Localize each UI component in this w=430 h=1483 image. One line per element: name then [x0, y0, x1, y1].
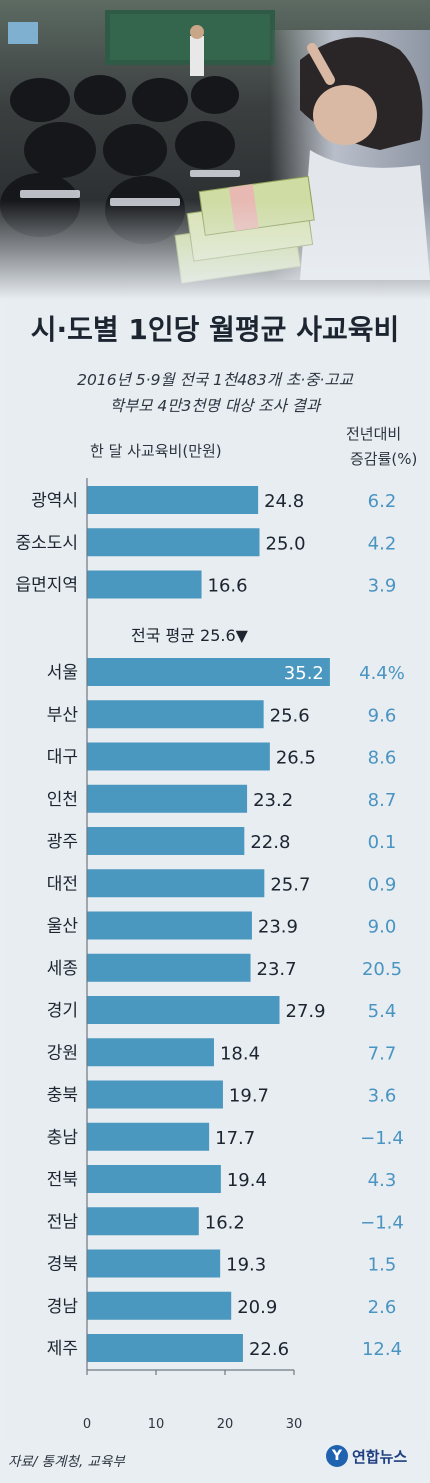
category-label: 충북	[47, 1086, 78, 1106]
national-average-label: 전국 평균 25.6▼	[131, 626, 248, 645]
data-label: 25.6	[270, 705, 310, 726]
change-rate-label: 1.5	[368, 1255, 397, 1276]
data-label: 20.9	[237, 1297, 277, 1318]
chart-title: 시·도별 1인당 월평균 사교육비	[30, 313, 400, 346]
bar	[87, 742, 270, 771]
data-label: 22.8	[250, 832, 290, 853]
bar	[87, 1334, 243, 1362]
bar	[87, 1080, 223, 1109]
change-rate-label: 8.7	[368, 790, 397, 811]
change-column-header-line-1: 전년대비	[346, 425, 402, 443]
change-rate-label: 6.2	[368, 491, 397, 512]
value-column-header: 한 달 사교육비(만원)	[90, 442, 222, 460]
data-label: 19.4	[227, 1170, 267, 1191]
x-tick-label: 10	[148, 1417, 165, 1432]
category-label: 충남	[47, 1128, 79, 1148]
change-rate-label: 4.2	[368, 533, 397, 554]
yonhap-logo-text: 연합뉴스	[352, 1447, 408, 1466]
header-photo	[0, 0, 430, 300]
x-tick-label: 0	[83, 1417, 91, 1432]
data-label: 24.8	[264, 491, 304, 512]
change-rate-label: 12.4	[362, 1339, 402, 1360]
category-label: 대구	[47, 748, 78, 768]
change-rate-label: −1.4	[360, 1128, 404, 1149]
data-label: 16.2	[205, 1212, 245, 1233]
data-label: 19.7	[229, 1086, 269, 1107]
change-rate-label: 5.4	[368, 1001, 397, 1022]
category-label: 경남	[47, 1297, 79, 1317]
bar	[87, 1165, 221, 1193]
data-label: 17.7	[215, 1128, 255, 1149]
data-label: 22.6	[249, 1339, 289, 1360]
category-label: 강원	[47, 1043, 78, 1063]
category-label: 경북	[47, 1255, 78, 1275]
bar	[87, 1249, 221, 1278]
bar	[87, 911, 252, 940]
change-rate-label: 9.0	[368, 917, 397, 938]
change-rate-label: 0.9	[368, 874, 397, 895]
change-rate-label: 4.4%	[359, 663, 405, 684]
data-label: 26.5	[276, 748, 316, 769]
category-label: 전북	[47, 1170, 78, 1190]
chart-subtitle-line-1: 2016년 5·9월 전국 1천483개 초·중·고교	[77, 371, 353, 389]
category-label: 광주	[47, 832, 78, 852]
bar	[87, 570, 202, 599]
data-label: 25.0	[266, 533, 306, 554]
category-label: 울산	[47, 917, 79, 937]
change-rate-label: 9.6	[368, 705, 397, 726]
data-label: 23.9	[258, 917, 298, 938]
change-rate-label: 2.6	[368, 1297, 397, 1318]
yonhap-logo: Y 연합뉴스	[326, 1443, 407, 1469]
change-rate-label: 3.9	[368, 576, 397, 597]
change-rate-label: 4.3	[368, 1170, 397, 1191]
bar	[87, 700, 264, 729]
bar	[87, 1207, 199, 1236]
bar	[87, 528, 260, 557]
category-label: 광역시	[31, 491, 78, 511]
source-note: 자료/ 통계청, 교육부	[8, 1454, 125, 1470]
bar	[87, 996, 280, 1024]
yonhap-logo-icon: Y	[326, 1445, 348, 1467]
category-label: 서울	[47, 663, 78, 683]
bar	[87, 869, 265, 898]
data-label: 25.7	[270, 874, 310, 895]
bar	[87, 827, 245, 855]
data-label: 35.2	[284, 663, 324, 684]
change-rate-label: 8.6	[368, 748, 397, 769]
bar	[87, 953, 251, 982]
bar	[87, 486, 259, 514]
x-tick-label: 30	[286, 1417, 303, 1432]
category-label: 인천	[47, 790, 78, 810]
data-label: 19.3	[226, 1255, 266, 1276]
bar	[87, 1291, 232, 1320]
category-label: 대전	[47, 874, 78, 894]
category-label: 세종	[47, 959, 78, 979]
change-rate-label: 7.7	[368, 1043, 397, 1064]
x-tick-label: 20	[217, 1417, 234, 1432]
category-label: 부산	[47, 705, 79, 725]
data-label: 23.7	[257, 959, 297, 980]
change-rate-label: −1.4	[360, 1212, 404, 1233]
data-label: 23.2	[253, 790, 293, 811]
category-label: 중소도시	[15, 533, 78, 553]
category-label: 경기	[47, 1001, 78, 1021]
bar	[87, 1038, 214, 1067]
chart-subtitle-line-2: 학부모 4만3천명 대상 조사 결과	[109, 397, 321, 415]
category-label: 읍면지역	[15, 576, 78, 596]
bar	[87, 784, 248, 813]
data-label: 18.4	[220, 1043, 260, 1064]
change-column-header-line-2: 증감률(%)	[350, 450, 418, 468]
bar	[87, 658, 330, 686]
bar	[87, 1122, 210, 1151]
change-rate-label: 3.6	[368, 1086, 397, 1107]
change-rate-label: 0.1	[368, 832, 397, 853]
change-rate-label: 20.5	[362, 959, 402, 980]
data-label: 16.6	[208, 576, 248, 597]
category-label: 전남	[47, 1212, 79, 1232]
data-label: 27.9	[286, 1001, 326, 1022]
category-label: 제주	[47, 1339, 78, 1359]
